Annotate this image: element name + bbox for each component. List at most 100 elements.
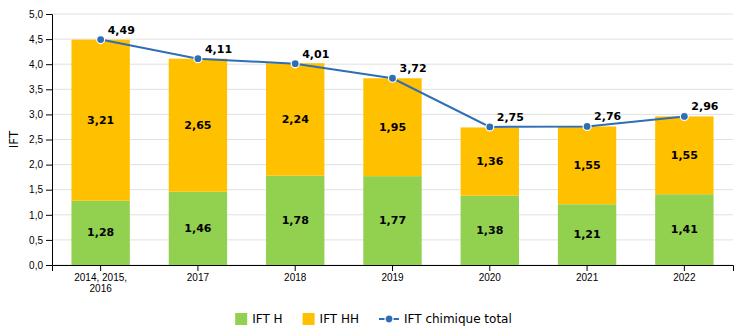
tick-label: 2017	[187, 272, 210, 283]
legend-label: IFT chimique total	[404, 312, 512, 326]
tick: 1,5	[29, 184, 52, 195]
tick-label: 3,0	[29, 109, 43, 120]
data-label: 1,55	[574, 159, 601, 172]
tick: 3,5	[29, 84, 52, 95]
axis-line	[46, 15, 53, 266]
tick: 1,0	[29, 210, 52, 221]
tick-label: 1,5	[29, 184, 43, 195]
tick-mark	[46, 215, 52, 216]
tick: 2017	[187, 265, 210, 283]
bar	[71, 201, 129, 265]
grid-line	[52, 14, 733, 15]
grid-line	[52, 64, 733, 65]
chart: 1,281,461,781,771,381,211,413,212,652,24…	[0, 0, 747, 331]
data-label: 1,77	[379, 214, 406, 227]
tick-mark	[392, 265, 393, 271]
tick: 2020	[479, 265, 502, 283]
tick: 4,0	[29, 59, 52, 70]
marker	[194, 55, 202, 63]
tick-mark	[100, 265, 101, 271]
data-label: 3,72	[400, 62, 427, 75]
data-label: 4,01	[302, 48, 329, 61]
tick-label: 2,5	[29, 134, 43, 145]
tick-label: 0,0	[29, 260, 43, 271]
legend-swatch	[303, 313, 315, 325]
tick-mark	[684, 265, 685, 271]
tick: 0,5	[29, 235, 52, 246]
legend-item: IFT chimique total	[379, 312, 512, 326]
bar	[363, 78, 421, 176]
data-label: 1,95	[379, 121, 406, 134]
legend-item: IFT H	[235, 312, 282, 326]
tick-label: 4,0	[29, 59, 43, 70]
tick: 0,0	[29, 260, 52, 271]
legend-label: IFT H	[252, 312, 282, 326]
tick-label: 3,5	[29, 84, 43, 95]
tick-label: 5,0	[29, 9, 43, 20]
bar	[71, 40, 129, 201]
axis-line	[53, 266, 734, 272]
y-axis: 0,0 0,5 1,0 1,5 2,0 2,5 3,0 3,5 4,0 4,5 5,0	[29, 9, 52, 271]
tick-mark	[489, 265, 490, 271]
plot: 1,281,461,781,771,381,211,413,212,652,24…	[29, 9, 733, 294]
legend-label: IFT HH	[320, 312, 359, 326]
tick-mark	[587, 265, 588, 271]
marker	[680, 112, 688, 120]
tick-label: 2014, 2015,2016	[74, 272, 127, 294]
tick-mark	[46, 190, 52, 191]
tick: 2022	[673, 265, 696, 283]
tick: 5,0	[29, 9, 52, 20]
tick: 2018	[284, 265, 307, 283]
bar	[655, 194, 713, 265]
tick-mark	[46, 14, 52, 15]
bar	[169, 192, 227, 265]
tick-mark	[46, 64, 52, 65]
tick: 2,5	[29, 134, 52, 145]
bar	[266, 63, 324, 175]
tick-label: 2022	[673, 272, 696, 283]
data-label: 2,75	[497, 111, 524, 124]
bar	[655, 116, 713, 194]
data-label: 3,21	[87, 114, 114, 127]
tick-label: 4,5	[29, 34, 43, 45]
legend-swatch	[235, 313, 247, 325]
tick: 3,0	[29, 109, 52, 120]
legend-marker	[385, 315, 393, 323]
grid-line	[52, 39, 733, 40]
tick: 2021	[576, 265, 599, 283]
tick: 2,0	[29, 159, 52, 170]
data-label: 1,38	[476, 224, 503, 237]
x-axis: 2014, 2015,2016 2017 2018 2019 2020 2021 2022	[53, 265, 734, 294]
data-label: 4,11	[205, 43, 232, 56]
tick-mark	[46, 114, 52, 115]
data-label: 2,24	[282, 113, 309, 126]
data-label: 1,78	[282, 214, 309, 227]
data-label: 1,21	[574, 228, 601, 241]
tick-mark	[46, 265, 52, 266]
tick: 4,5	[29, 34, 52, 45]
bar	[461, 127, 519, 195]
marks	[71, 36, 713, 265]
data-label: 1,28	[87, 226, 114, 239]
tick-mark	[46, 140, 52, 141]
marker	[389, 74, 397, 82]
legend-item: IFT HH	[303, 312, 359, 326]
data-label: 4,49	[108, 24, 135, 37]
tick-mark	[46, 165, 52, 166]
markers	[97, 36, 689, 131]
bar	[558, 204, 616, 265]
data-labels: 1,281,461,781,771,381,211,413,212,652,24…	[87, 24, 719, 242]
tick-mark	[295, 265, 296, 271]
data-label: 1,41	[671, 223, 698, 236]
tick-label: 2020	[479, 272, 502, 283]
tick: 2014, 2015,2016	[74, 265, 127, 294]
tick-mark	[197, 265, 198, 271]
bar-series	[71, 40, 713, 205]
bar	[558, 126, 616, 204]
bar	[461, 196, 519, 265]
tick-mark	[46, 89, 52, 90]
tick-label: 2019	[381, 272, 404, 283]
data-label: 1,46	[184, 222, 211, 235]
tick-label: 2018	[284, 272, 307, 283]
tick-label: 1,0	[29, 210, 43, 221]
